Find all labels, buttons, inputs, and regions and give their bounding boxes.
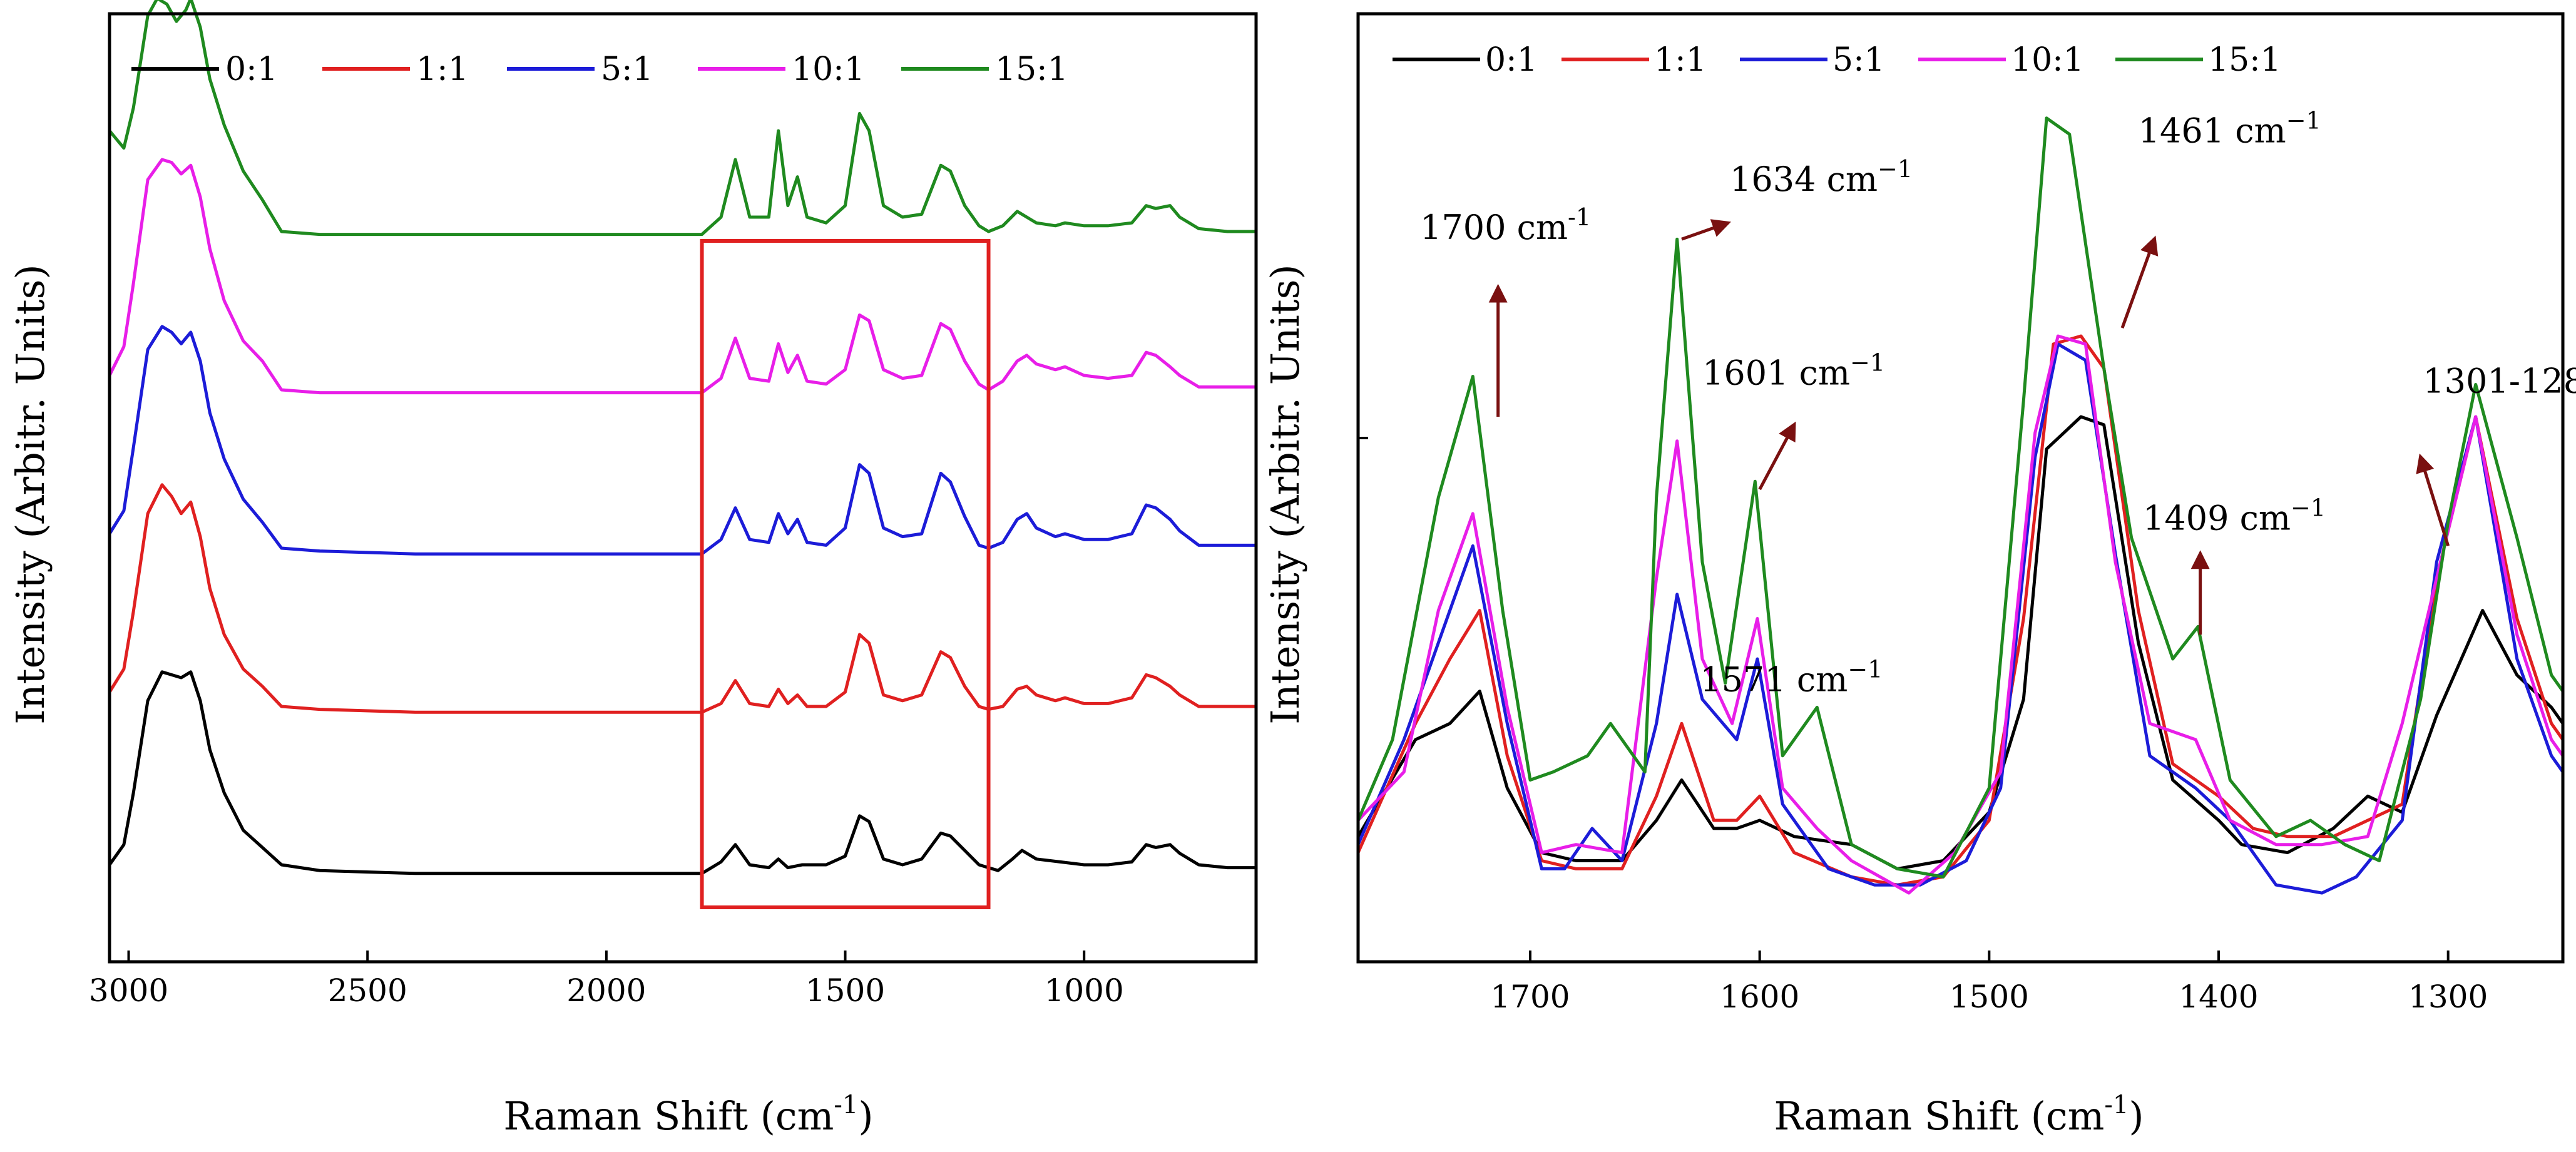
annotation-label-6: 1301-1280 cm−1 xyxy=(2423,357,2576,400)
annotation-label-4: 1461 cm−1 xyxy=(2139,106,2321,150)
annotation-text: 1409 cm xyxy=(2143,499,2291,538)
right-series-line-2 xyxy=(1356,342,2565,895)
annotation-sup: −1 xyxy=(1878,155,1913,183)
left-chart-panel: 3000 2500 2000 1500 1000 0:1 1:1 5:1 10:1 15:1 I… xyxy=(8,0,1258,1139)
left-x-axis-label-sup: -1 xyxy=(834,1091,858,1119)
annotation-sup: −1 xyxy=(1848,656,1883,683)
left-x-axis-label-main: Raman Shift (cm xyxy=(503,1093,834,1139)
annotation-text: 1571 cm xyxy=(1700,660,1848,700)
annotation-label-0: 1700 cm-1 xyxy=(1420,203,1591,247)
left-x-tick-label: 1500 xyxy=(805,972,885,1009)
right-x-axis-label-close: ) xyxy=(2129,1093,2144,1139)
annotation-text: 1700 cm xyxy=(1420,208,1568,247)
annotation-arrow-2 xyxy=(1758,421,1796,491)
left-series-line-3 xyxy=(108,158,1256,395)
right-x-tick-label: 1700 xyxy=(1490,979,1570,1015)
left-x-ticks: 3000 2500 2000 1500 1000 xyxy=(89,951,1124,1009)
highlight-box xyxy=(700,239,991,909)
annotation-text: 1301-1280 cm xyxy=(2423,361,2576,400)
left-legend-label-0: 0:1 xyxy=(225,51,278,88)
annotation-text: 1461 cm xyxy=(2139,111,2286,150)
right-legend-label-2: 5:1 xyxy=(1832,41,1885,79)
left-x-axis-label: Raman Shift (cm-1) xyxy=(503,1091,873,1139)
right-legend-label-4: 15:1 xyxy=(2208,41,2281,79)
right-x-axis-label-sup: -1 xyxy=(2104,1091,2129,1119)
left-series-line-2 xyxy=(108,325,1256,556)
left-x-tick-label: 3000 xyxy=(89,972,168,1009)
annotation-sup: −1 xyxy=(1850,349,1885,376)
right-x-tick-label: 1600 xyxy=(1720,979,1799,1015)
right-x-axis-label: Raman Shift (cm-1) xyxy=(1774,1091,2144,1139)
left-series-line-0 xyxy=(108,670,1256,875)
right-legend-label-0: 0:1 xyxy=(1485,41,1538,79)
right-legend-label-3: 10:1 xyxy=(2011,41,2084,79)
right-x-tick-label: 1300 xyxy=(2408,979,2488,1015)
right-series-group xyxy=(1356,116,2565,895)
right-y-axis-label: Intensity (Arbitr. Units) xyxy=(1262,264,1308,724)
right-plot-frame xyxy=(1356,12,2565,964)
right-x-tick-label: 1500 xyxy=(1950,979,2029,1015)
annotation-text: 1601 cm xyxy=(1702,353,1850,392)
left-legend-label-2: 5:1 xyxy=(601,51,653,88)
annotation-arrow-6 xyxy=(2416,453,2450,547)
left-series-line-4 xyxy=(108,0,1256,237)
annotation-text: 1634 cm xyxy=(1730,160,1878,199)
left-x-tick-label: 2000 xyxy=(566,972,646,1009)
annotation-label-2: 1601 cm−1 xyxy=(1702,349,1885,392)
annotation-label-5: 1409 cm−1 xyxy=(2143,494,2326,538)
annotation-label-3: 1571 cm−1 xyxy=(1700,656,1883,700)
annotation-sup: −1 xyxy=(2286,106,2321,134)
left-plot-frame xyxy=(108,12,1258,964)
left-x-tick-label: 2500 xyxy=(328,972,407,1009)
left-series-group xyxy=(108,0,1256,875)
left-x-axis-label-close: ) xyxy=(858,1093,873,1139)
right-x-ticks: 1700 1600 1500 1400 1300 xyxy=(1358,437,2488,1015)
annotation-sup: -1 xyxy=(1568,203,1591,231)
right-series-line-1 xyxy=(1356,334,2565,887)
right-x-axis-label-main: Raman Shift (cm xyxy=(1774,1093,2104,1139)
left-legend: 0:1 1:1 5:1 10:1 15:1 xyxy=(131,51,1068,88)
annotation-arrow-4 xyxy=(2120,235,2159,329)
left-y-axis-label: Intensity (Arbitr. Units) xyxy=(8,264,53,724)
left-legend-label-3: 10:1 xyxy=(792,51,865,88)
annotation-sup: −1 xyxy=(2291,494,2326,522)
left-series-line-1 xyxy=(108,483,1256,714)
annotation-label-1: 1634 cm−1 xyxy=(1730,155,1913,199)
right-legend-label-1: 1:1 xyxy=(1654,41,1707,79)
left-legend-label-4: 15:1 xyxy=(995,51,1068,88)
left-x-tick-label: 1000 xyxy=(1045,972,1124,1009)
right-x-tick-label: 1400 xyxy=(2179,979,2258,1015)
right-series-line-4 xyxy=(1356,116,2565,879)
annotation-arrow-1 xyxy=(1681,219,1731,241)
left-legend-label-1: 1:1 xyxy=(416,51,469,88)
right-legend: 0:1 1:1 5:1 10:1 15:1 xyxy=(1393,41,2281,79)
